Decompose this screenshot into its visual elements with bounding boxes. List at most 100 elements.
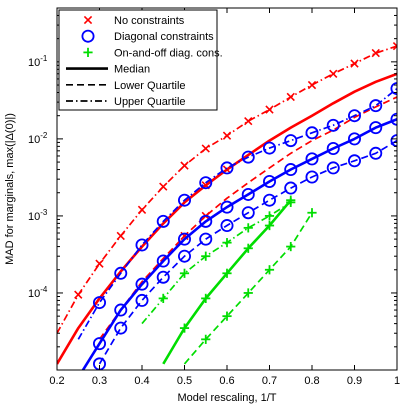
- data-point: [284, 181, 298, 195]
- data-point: [347, 132, 361, 146]
- data-point: [307, 80, 317, 90]
- data-point: [369, 121, 383, 135]
- data-point: [114, 303, 128, 317]
- legend-item: Upper Quartile: [66, 96, 186, 108]
- data-point: [201, 251, 211, 261]
- x-axis-label: Model rescaling, 1/T: [177, 392, 276, 404]
- data-point: [369, 99, 383, 113]
- data-point: [392, 41, 397, 51]
- data-point: [241, 187, 255, 201]
- legend-item: On-and-off diag. cons.: [83, 47, 223, 59]
- x-tick-label: 0.2: [49, 375, 64, 387]
- data-point: [243, 243, 253, 253]
- data-point: [222, 131, 232, 140]
- data-point: [222, 165, 232, 174]
- data-point: [347, 154, 361, 168]
- data-point: [179, 323, 190, 333]
- y-tick-label: 10-4: [28, 285, 48, 300]
- data-point: [199, 214, 213, 228]
- data-point: [305, 126, 319, 140]
- data-point: [264, 220, 275, 231]
- legend-marker: [81, 29, 95, 43]
- legend-item: Median: [66, 64, 150, 76]
- x-tick-label: 0.9: [347, 375, 362, 387]
- series-7-median: [162, 195, 296, 365]
- data-point: [220, 161, 234, 175]
- data-point: [177, 249, 191, 263]
- data-point: [158, 293, 168, 303]
- legend-item: Lower Quartile: [66, 80, 186, 92]
- data-point: [135, 277, 149, 291]
- data-point: [180, 161, 189, 170]
- data-point: [329, 69, 338, 78]
- y-tick-label: 10-3: [28, 208, 48, 223]
- data-point: [159, 182, 168, 191]
- y-tick-label: 10-1: [28, 54, 48, 69]
- data-point: [264, 265, 275, 275]
- legend-label: Median: [114, 64, 150, 76]
- series-line: [81, 117, 397, 370]
- series-line: [98, 96, 397, 340]
- data-point: [262, 141, 276, 155]
- data-point: [307, 208, 317, 218]
- data-point: [305, 152, 319, 166]
- series-layer: [57, 41, 397, 370]
- data-point: [326, 142, 340, 156]
- ticks-layer: 0.2 0.3 0.4 0.5 0.6 0.7 0.8 0.9 1 10-1 10-2 10-3 10-…: [28, 7, 400, 387]
- data-point: [265, 105, 274, 114]
- data-point: [222, 311, 232, 321]
- data-point: [286, 195, 296, 205]
- data-point: [201, 293, 211, 303]
- data-point: [262, 174, 276, 188]
- data-point: [220, 219, 234, 233]
- data-point: [262, 193, 276, 207]
- legend-item: No constraints: [83, 15, 185, 27]
- x-tick-label: 0.5: [177, 375, 192, 387]
- data-point: [347, 109, 361, 123]
- series-line: [141, 201, 292, 325]
- data-point: [350, 59, 359, 68]
- y-tick-label: 10-2: [28, 131, 48, 146]
- legend: No constraints Diagonal constraints On-and…: [58, 9, 223, 111]
- data-point: [305, 170, 319, 184]
- legend-marker: [83, 47, 93, 57]
- x-tick-label: 0.8: [304, 375, 319, 387]
- legend-label: No constraints: [114, 15, 185, 27]
- series-3-upper: [77, 82, 397, 340]
- data-point: [264, 211, 275, 221]
- data-point: [135, 238, 149, 252]
- data-point: [114, 321, 128, 335]
- legend-box: [58, 9, 218, 111]
- data-point: [116, 231, 125, 241]
- data-point: [201, 334, 211, 344]
- data-point: [243, 223, 253, 233]
- data-point: [74, 290, 83, 299]
- data-point: [222, 268, 232, 278]
- series-6-upper: [141, 197, 296, 325]
- x-tick-label: 0.7: [262, 375, 277, 387]
- legend-label: Upper Quartile: [114, 96, 186, 108]
- data-point: [284, 163, 298, 177]
- data-point: [93, 337, 107, 351]
- data-point: [199, 176, 213, 190]
- data-point: [95, 259, 104, 268]
- data-point: [244, 116, 253, 126]
- legend-label: Lower Quartile: [114, 80, 186, 92]
- legend-label: Diagonal constraints: [114, 31, 214, 43]
- data-point: [137, 205, 147, 214]
- data-point: [114, 266, 128, 280]
- legend-label: On-and-off diag. cons.: [114, 47, 223, 59]
- data-point: [93, 296, 107, 310]
- x-tick-label: 0.4: [134, 375, 149, 387]
- data-point: [220, 200, 234, 214]
- data-point: [156, 270, 170, 284]
- data-point: [286, 92, 295, 102]
- x-tick-label: 0.3: [92, 375, 107, 387]
- data-point: [286, 241, 296, 252]
- data-point: [284, 134, 298, 148]
- x-tick-label: 1: [394, 375, 400, 387]
- x-tick-label: 0.6: [219, 375, 234, 387]
- data-point: [326, 161, 340, 175]
- legend-marker: [83, 15, 93, 25]
